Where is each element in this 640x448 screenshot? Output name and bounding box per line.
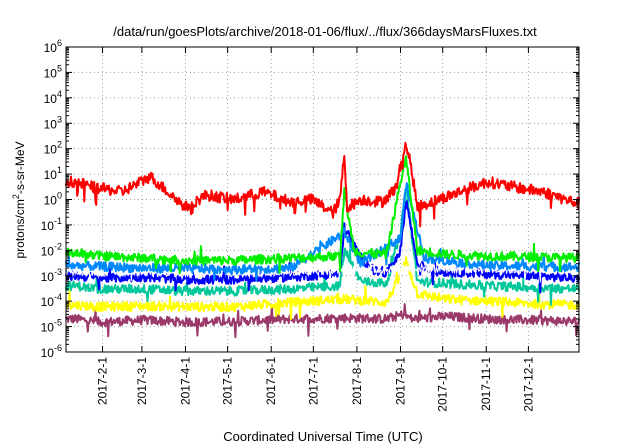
y-tick-label-base: 10: [44, 168, 58, 182]
y-tick-label-exponent: -1: [54, 216, 62, 226]
x-tick-label: 2017-2-1: [96, 357, 110, 405]
y-tick-label-exponent: 4: [57, 89, 62, 99]
y-tick-label-exponent: -3: [54, 267, 62, 277]
y-tick-label: 10-5: [41, 318, 62, 335]
flux-series-line: [65, 188, 580, 306]
y-tick-label-base: 10: [44, 92, 58, 106]
y-tick-label-base: 10: [44, 66, 58, 80]
x-tick-label: 2017-7-1: [306, 357, 320, 405]
x-axis-label: Coordinated Universal Time (UTC): [223, 429, 422, 444]
x-tick-label: 2017-3-1: [135, 357, 149, 405]
y-tick-label-exponent: 2: [57, 140, 62, 150]
flux-series-line: [65, 141, 580, 228]
y-tick-label-base: 10: [44, 117, 58, 131]
x-tick-label: 2017-11-1: [479, 357, 493, 411]
y-tick-label-base: 10: [44, 143, 58, 157]
y-tick-label-exponent: 5: [57, 63, 62, 73]
y-tick-label-base: 10: [41, 219, 55, 233]
y-tick-label: 10-4: [41, 292, 62, 309]
y-tick-label-base: 10: [41, 346, 55, 360]
y-tick-label: 10-3: [41, 267, 62, 284]
flux-series-line: [65, 256, 580, 321]
y-tick-labels: 10-610-510-410-310-210-11001011021031041…: [41, 38, 62, 360]
x-tick-label: 2017-4-1: [178, 357, 192, 405]
x-tick-label: 2017-12-1: [521, 357, 535, 412]
y-tick-label: 106: [44, 38, 62, 55]
y-tick-label-base: 10: [41, 244, 55, 258]
y-tick-label: 105: [44, 63, 62, 80]
y-tick-label-base: 10: [41, 270, 55, 284]
x-tick-label: 2017-10-1: [436, 357, 450, 412]
y-tick-label: 104: [44, 89, 62, 106]
x-tick-label: 2017-6-1: [264, 357, 278, 405]
y-tick-label-base: 10: [41, 295, 55, 309]
flux-series-line: [65, 155, 580, 275]
x-tick-label: 2017-8-1: [350, 357, 364, 405]
x-tick-label: 2017-5-1: [221, 357, 235, 405]
flux-series-line: [65, 303, 580, 339]
y-tick-label-base: 10: [41, 321, 55, 335]
y-tick-label-exponent: -5: [54, 318, 62, 328]
flux-series-line: [65, 200, 580, 294]
y-tick-label: 10-1: [41, 216, 62, 233]
chart-title: /data/run/goesPlots/archive/2018-01-06/f…: [113, 24, 537, 39]
y-tick-label-exponent: 6: [57, 38, 62, 48]
y-axis-label-pre: protons/cm: [13, 199, 27, 258]
x-tick-label: 2017-9-1: [394, 357, 408, 405]
y-tick-label: 100: [44, 191, 62, 208]
y-tick-label: 102: [44, 140, 62, 157]
y-tick-label-exponent: -6: [54, 343, 62, 353]
y-tick-label: 101: [44, 165, 62, 182]
y-axis-label-sup: 2: [11, 194, 21, 199]
y-tick-label-base: 10: [44, 194, 58, 208]
flux-series-line: [65, 182, 580, 281]
ticks: [66, 46, 579, 353]
y-tick-label: 103: [44, 114, 62, 131]
y-tick-label-exponent: -2: [54, 241, 62, 251]
series-layer: [65, 141, 580, 339]
y-tick-label-exponent: 1: [57, 165, 62, 175]
y-tick-label: 10-2: [41, 241, 62, 258]
y-tick-label-exponent: -4: [54, 292, 62, 302]
y-tick-label-exponent: 3: [57, 114, 62, 124]
y-axis-label: protons/cm2-s-sr-MeV: [11, 141, 27, 258]
x-tick-labels: 2017-2-1 2017-3-1 2017-4-1 2017-5-1 2017-6-1…: [96, 357, 536, 412]
y-tick-label-base: 10: [44, 41, 58, 55]
y-tick-label: 10-6: [41, 343, 62, 360]
y-tick-label-exponent: 0: [57, 191, 62, 201]
y-axis-label-post: -s-sr-MeV: [13, 141, 27, 194]
